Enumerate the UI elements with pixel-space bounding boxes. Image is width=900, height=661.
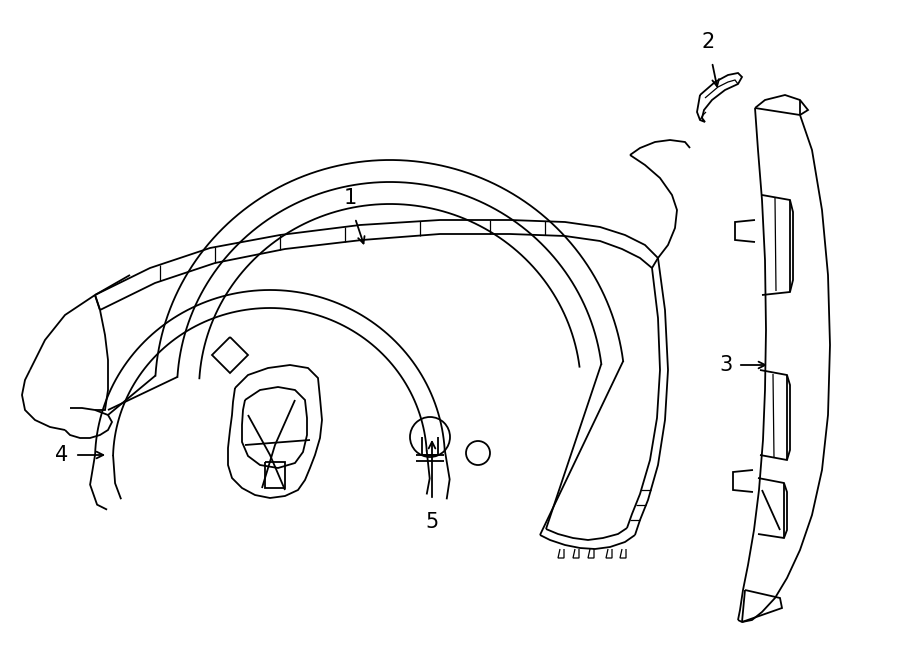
Text: 1: 1 — [344, 188, 356, 208]
Text: 2: 2 — [701, 32, 715, 52]
Text: 3: 3 — [719, 355, 733, 375]
Text: 5: 5 — [426, 512, 438, 532]
Text: 4: 4 — [56, 445, 68, 465]
